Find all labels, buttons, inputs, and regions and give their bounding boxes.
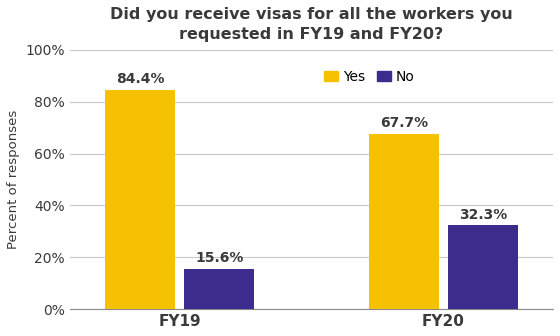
Title: Did you receive visas for all the workers you
requested in FY19 and FY20?: Did you receive visas for all the worker… <box>110 7 513 42</box>
Bar <box>184 269 254 309</box>
Legend: Yes, No: Yes, No <box>319 65 421 90</box>
Bar <box>447 225 518 309</box>
Text: 84.4%: 84.4% <box>116 73 165 86</box>
Text: 32.3%: 32.3% <box>459 208 507 221</box>
Bar <box>368 134 439 309</box>
Bar <box>105 90 175 309</box>
Text: 15.6%: 15.6% <box>195 251 244 265</box>
Y-axis label: Percent of responses: Percent of responses <box>7 110 20 249</box>
Text: 67.7%: 67.7% <box>380 116 428 130</box>
